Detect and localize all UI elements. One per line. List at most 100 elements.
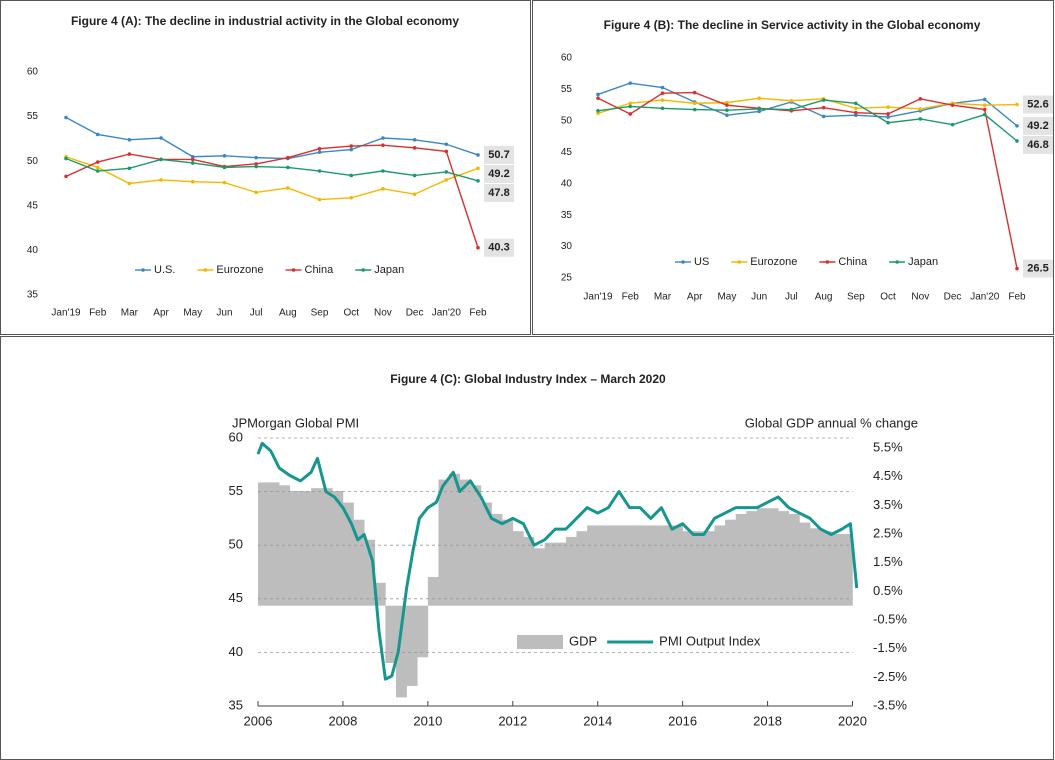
legend-label: Eurozone: [216, 264, 263, 276]
bar: [491, 513, 503, 606]
bar: [449, 473, 461, 606]
bar: [502, 519, 514, 606]
bar: [544, 542, 556, 606]
bar: [385, 605, 397, 664]
point: [596, 92, 600, 97]
x-tick-label: Apr: [687, 292, 703, 303]
value-label: 52.6: [1027, 98, 1048, 110]
point: [1015, 102, 1019, 107]
point: [127, 166, 132, 171]
point: [918, 97, 923, 101]
value-label-box: [1023, 95, 1053, 114]
point: [381, 187, 385, 191]
bar: [735, 513, 747, 606]
y2-axis-title: Global GDP annual % change: [745, 415, 918, 430]
bar: [555, 542, 567, 606]
point: [476, 153, 480, 157]
x-tick-label: Aug: [279, 308, 297, 319]
legend-label: Eurozone: [750, 256, 797, 268]
value-label-box: [484, 164, 514, 183]
point: [317, 146, 322, 151]
value-label: 40.3: [488, 242, 509, 254]
bar: [746, 511, 758, 606]
y-tick-label: 45: [27, 200, 39, 211]
bar: [820, 531, 832, 606]
bar: [661, 525, 673, 606]
legend-swatch: [825, 260, 830, 264]
bar: [576, 531, 588, 606]
y-tick-label: 35: [561, 210, 573, 221]
bar: [629, 525, 641, 606]
x-tick-label: May: [717, 292, 736, 303]
point: [1015, 139, 1019, 143]
x-tick-label: Feb: [89, 308, 107, 319]
point: [381, 136, 385, 140]
value-label-box: [1023, 259, 1053, 278]
point: [982, 107, 987, 112]
series-line: [256, 441, 859, 681]
point: [64, 115, 68, 120]
x-tick-label: Feb: [1008, 292, 1026, 303]
bar: [406, 605, 418, 686]
y-tick-label: 60: [27, 67, 39, 78]
point: [692, 101, 697, 106]
y-tick-label: 40: [561, 178, 573, 189]
point: [444, 149, 449, 154]
x-tick-label: 2016: [668, 713, 697, 728]
bar: [374, 582, 386, 606]
point: [476, 245, 480, 250]
legend-label: GDP: [569, 633, 597, 648]
x-tick-label: Jan'20: [970, 292, 1000, 303]
point: [854, 101, 858, 106]
point: [982, 97, 987, 102]
chart-title: Figure 4 (B): The decline in Service act…: [604, 18, 981, 32]
bar: [841, 534, 853, 606]
x-tick-label: May: [183, 308, 202, 319]
point: [628, 104, 633, 109]
x-tick-label: 2018: [753, 713, 782, 728]
value-label: 50.7: [488, 149, 509, 161]
point: [789, 98, 794, 103]
point: [159, 157, 163, 162]
x-tick-label: Mar: [121, 308, 139, 319]
point: [127, 181, 132, 186]
bar: [534, 548, 545, 606]
chart-title: Figure 4 (A): The decline in industrial …: [71, 14, 459, 28]
series-line: [65, 116, 479, 160]
bar: [597, 525, 609, 606]
value-label: 26.5: [1027, 262, 1048, 274]
y-tick-label: 55: [27, 111, 39, 122]
point: [725, 108, 729, 112]
point: [476, 166, 480, 171]
legend-label: U.S.: [154, 264, 175, 276]
point: [286, 186, 290, 190]
point: [254, 155, 258, 160]
point: [596, 111, 600, 116]
point: [660, 98, 665, 102]
point: [64, 174, 68, 179]
bar: [459, 479, 471, 606]
point: [254, 190, 258, 195]
point: [886, 112, 890, 116]
bar: [810, 528, 821, 606]
point: [190, 179, 195, 184]
point: [286, 155, 290, 160]
x-tick-label: Feb: [469, 308, 487, 319]
point: [886, 105, 890, 109]
legend-label: China: [305, 264, 335, 276]
point: [349, 144, 354, 148]
point: [660, 91, 665, 95]
point: [444, 178, 449, 182]
point: [349, 173, 354, 178]
x-tick-label: Sep: [311, 308, 329, 319]
point: [222, 154, 227, 158]
y-tick-label: 50: [229, 537, 243, 552]
x-tick-label: Aug: [815, 292, 833, 303]
y2-tick-label: -0.5%: [873, 611, 907, 626]
chart-title: Figure 4 (C): Global Industry Index – Ma…: [390, 372, 666, 386]
y-tick-label: 60: [229, 429, 243, 444]
bar: [353, 519, 365, 606]
bar: [682, 531, 694, 606]
point: [725, 100, 729, 105]
point: [757, 107, 761, 111]
